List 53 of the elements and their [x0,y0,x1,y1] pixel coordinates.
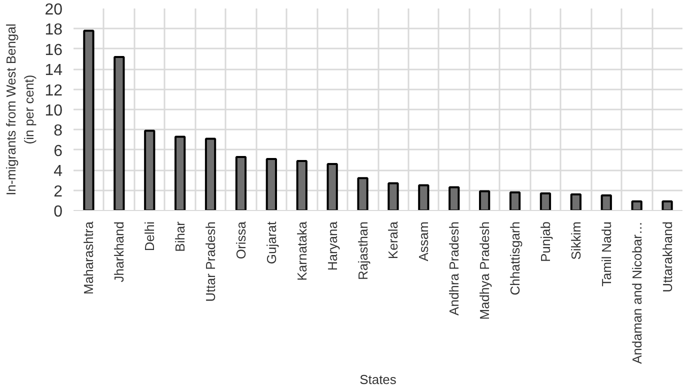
y-tick-label: 0 [54,204,63,220]
x-axis-title: States [360,372,397,387]
x-tick-label: Tamil Nadu [598,221,614,287]
y-tick-label: 10 [44,102,63,120]
x-tick-label: Haryana [324,220,340,271]
bar [357,177,368,210]
x-tick-label: Maharashtra [81,220,96,294]
x-tick-label: Kerala [386,220,401,260]
bar [662,200,673,210]
x-tick-label: Punjab [538,221,553,262]
bar [296,160,308,210]
y-tick-label: 2 [54,183,63,200]
bar [326,163,338,210]
x-tick-label: Madhya Pradesh [477,222,492,320]
x-tick-label: Orissa [233,220,248,260]
bar [479,190,490,210]
bar [388,182,399,210]
bar [174,136,186,210]
bar [204,138,216,210]
bar [144,130,156,210]
y-tick-label: 20 [44,2,63,18]
bar [509,191,521,210]
bar [418,184,430,210]
x-tick-label: Uttar Pradesh [203,222,218,302]
y-axis-title: In-migrants from West Bengal (in per cent) [4,24,37,196]
bar [448,186,460,210]
x-tick-label: Bihar [172,220,188,252]
bar [631,200,642,210]
x-tick-label: Delhi [142,221,158,252]
x-tick-label: Sikkim [568,221,584,260]
y-tick-label: 8 [54,122,63,140]
x-tick-label: Andaman and Nicobar… [629,222,644,364]
x-tick-label: Rajasthan [355,221,370,280]
bar [83,30,94,210]
bar [266,158,277,210]
bar [540,192,552,210]
bar [600,194,612,210]
x-tick-label: Andhra Pradesh [446,222,462,316]
bar [570,193,582,210]
x-tick-label: Chhattisgarh [508,221,523,296]
x-tick-label: Gujarat [264,221,279,264]
y-tick-label: 6 [54,142,63,160]
y-tick-label: 16 [44,42,63,59]
y-tick-label: 4 [54,163,63,180]
x-tick-label: Uttarakhand [660,221,675,292]
x-tick-label: Karnataka [294,220,310,281]
x-tick-label: Jharkhand [112,221,127,282]
x-tick-label: Assam [416,221,432,262]
bar [114,56,125,210]
y-tick-label: 14 [44,62,63,80]
y-tick-label: 18 [44,22,63,39]
y-tick-label: 12 [44,82,63,100]
bar [235,156,247,210]
